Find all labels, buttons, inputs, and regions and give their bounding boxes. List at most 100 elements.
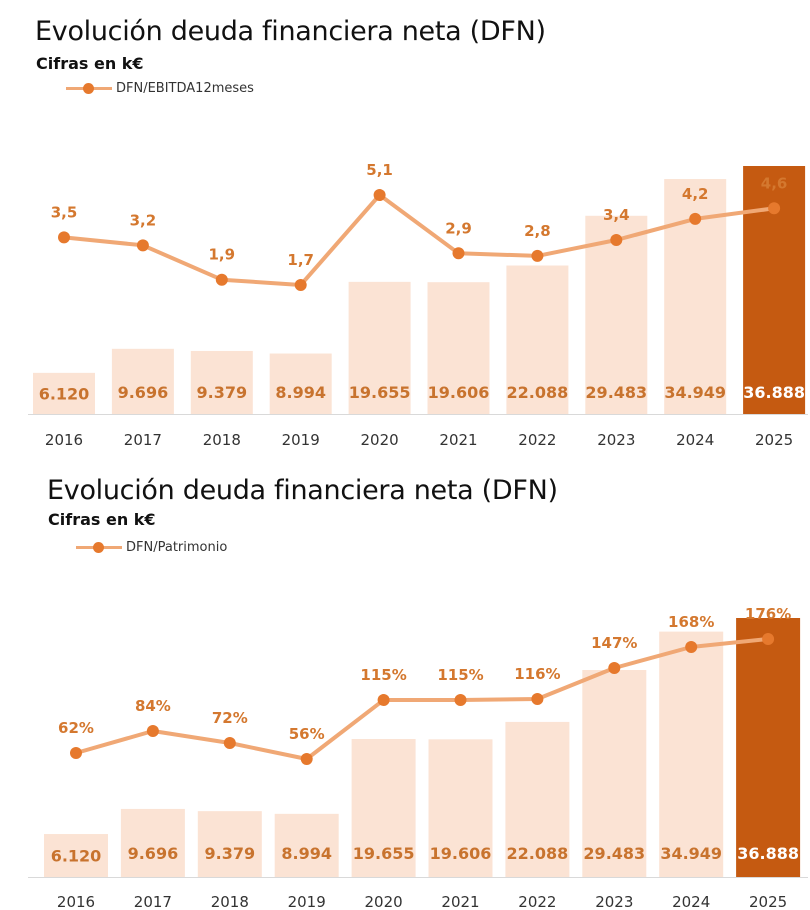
ratio-value-label: 4,6 xyxy=(761,174,788,192)
x-tick-label: 2020 xyxy=(365,893,403,910)
ratio-point-2021 xyxy=(452,247,465,260)
bar-value-label: 19.655 xyxy=(349,383,411,402)
ratio-point-2017 xyxy=(136,239,149,252)
ratio-value-label: 3,5 xyxy=(51,203,78,221)
bar-value-label: 9.696 xyxy=(128,844,179,863)
chart-subtitle: Cifras en k€ xyxy=(36,54,144,73)
bar-2022 xyxy=(506,265,569,414)
x-tick-label: 2016 xyxy=(45,431,83,449)
ratio-point-2025 xyxy=(762,633,775,645)
bar-2021 xyxy=(427,282,490,414)
bar-2017 xyxy=(120,808,185,877)
bar-value-label: 9.696 xyxy=(118,383,169,402)
ratio-value-label: 115% xyxy=(360,666,406,684)
bar-value-label: 34.949 xyxy=(660,844,722,863)
x-tick-label: 2024 xyxy=(676,431,714,449)
bar-value-label: 36.888 xyxy=(737,844,799,863)
chart-title: Evolución deuda financiera neta (DFN) xyxy=(35,16,546,47)
bar-2022 xyxy=(505,721,570,877)
ratio-value-label: 3,4 xyxy=(603,206,630,224)
bar-2018 xyxy=(190,350,253,414)
bar-value-label: 9.379 xyxy=(204,844,255,863)
x-tick-label: 2017 xyxy=(134,893,172,910)
bar-2020 xyxy=(348,281,411,414)
chart-plot-ebitda: 6.120 2016 9.696 2017 9.379 2018 8.994 2019 19.6… xyxy=(28,161,808,449)
x-tick-label: 2025 xyxy=(755,431,793,449)
ratio-value-label: 3,2 xyxy=(130,211,157,229)
bar-value-label: 34.949 xyxy=(664,383,726,402)
chart-legend: DFN/EBITDA12meses xyxy=(66,78,254,98)
bar-2018 xyxy=(197,811,262,877)
ratio-point-2021 xyxy=(454,694,467,706)
bar-value-label: 19.606 xyxy=(428,383,490,402)
x-tick-label: 2023 xyxy=(597,431,635,449)
bar-value-label: 19.606 xyxy=(430,844,492,863)
bar-value-label: 29.483 xyxy=(583,844,645,863)
x-tick-label: 2018 xyxy=(203,431,241,449)
ratio-point-2017 xyxy=(146,725,159,737)
bar-value-label: 36.888 xyxy=(743,383,805,402)
chart-legend: DFN/Patrimonio xyxy=(76,537,227,557)
ratio-value-label: 2,9 xyxy=(445,219,472,237)
ratio-value-label: 1,7 xyxy=(287,251,314,269)
x-tick-label: 2021 xyxy=(439,431,477,449)
bar-2024 xyxy=(659,631,724,877)
x-tick-label: 2022 xyxy=(518,893,556,910)
legend-label: DFN/EBITDA12meses xyxy=(116,80,254,96)
bar-2023 xyxy=(582,669,647,877)
chart-title: Evolución deuda financiera neta (DFN) xyxy=(47,475,558,506)
bar-2019 xyxy=(274,813,339,877)
ratio-value-label: 168% xyxy=(668,613,714,631)
bar-value-label: 9.379 xyxy=(196,383,247,402)
x-tick-label: 2019 xyxy=(288,893,326,910)
ratio-value-label: 62% xyxy=(58,719,94,737)
bar-2025 xyxy=(736,618,801,877)
bar-value-label: 6.120 xyxy=(39,384,90,403)
bar-2019 xyxy=(269,353,332,414)
ratio-point-2022 xyxy=(531,249,544,262)
ratio-value-label: 115% xyxy=(437,666,483,684)
x-tick-label: 2020 xyxy=(361,431,399,449)
legend-line-marker-icon xyxy=(76,540,122,554)
ratio-point-2019 xyxy=(300,753,313,765)
bar-value-label: 8.994 xyxy=(281,844,332,863)
bar-value-label: 8.994 xyxy=(275,383,326,402)
x-tick-label: 2021 xyxy=(441,893,479,910)
ratio-value-label: 84% xyxy=(135,697,171,715)
x-tick-label: 2022 xyxy=(518,431,556,449)
x-tick-label: 2019 xyxy=(282,431,320,449)
ratio-point-2022 xyxy=(531,693,544,705)
ratio-value-label: 2,8 xyxy=(524,222,551,240)
bar-2016 xyxy=(44,834,108,877)
ratio-value-label: 176% xyxy=(745,605,791,623)
ratio-line-series xyxy=(75,637,769,761)
ratio-value-label: 56% xyxy=(289,725,325,743)
x-tick-label: 2016 xyxy=(57,893,95,910)
bar-value-label: 29.483 xyxy=(585,383,647,402)
chart-panel-patrimonio: Evolución deuda financiera neta (DFN) Ci… xyxy=(0,455,810,910)
ratio-value-label: 147% xyxy=(591,634,637,652)
bar-2016 xyxy=(33,372,95,414)
ratio-point-2024 xyxy=(685,641,698,653)
bar-2017 xyxy=(111,348,174,414)
ratio-line-series xyxy=(63,193,775,287)
bar-2023 xyxy=(585,215,648,414)
ratio-value-label: 72% xyxy=(212,709,248,727)
x-tick-label: 2025 xyxy=(749,893,787,910)
ratio-point-2018 xyxy=(215,273,228,286)
x-tick-label: 2018 xyxy=(211,893,249,910)
bar-value-label: 6.120 xyxy=(51,847,102,866)
ratio-value-label: 4,2 xyxy=(682,185,709,203)
ratio-point-2019 xyxy=(294,279,307,292)
ratio-point-2016 xyxy=(58,231,70,244)
x-tick-label: 2017 xyxy=(124,431,162,449)
ratio-point-2024 xyxy=(689,212,702,225)
chart-plot-patrimonio: 6.120 2016 9.696 2017 9.379 2018 8.994 2019 19.6… xyxy=(28,605,808,910)
bar-2021 xyxy=(428,739,493,877)
ratio-value-label: 5,1 xyxy=(366,161,393,179)
chart-subtitle: Cifras en k€ xyxy=(48,510,156,529)
bar-value-label: 22.088 xyxy=(507,844,569,863)
ratio-point-2020 xyxy=(373,189,386,202)
x-tick-label: 2023 xyxy=(595,893,633,910)
legend-line-marker-icon xyxy=(66,81,112,95)
